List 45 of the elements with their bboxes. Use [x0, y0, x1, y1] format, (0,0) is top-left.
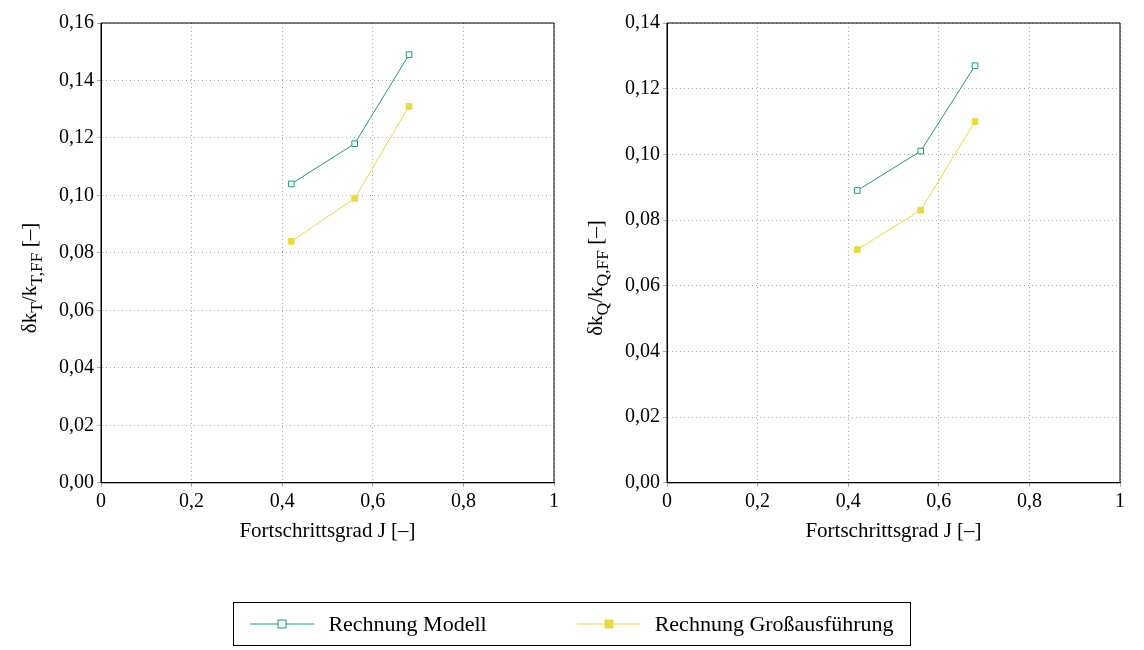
y-tick-label: 0,02 [625, 404, 660, 427]
y-tick-label: 0,02 [59, 412, 94, 435]
y-tick-label: 0,16 [59, 10, 94, 33]
x-axis-title: Fortschrittsgrad J [–] [805, 517, 982, 542]
x-tick-label: 0,6 [360, 489, 386, 512]
x-tick-label: 0,8 [450, 489, 476, 512]
point [917, 206, 925, 214]
y-tick-label: 0,14 [59, 67, 94, 90]
x-tick-label: 0 [662, 489, 672, 512]
point [351, 194, 359, 202]
x-tick-label: 0,2 [745, 489, 771, 512]
y-tick-label: 0,12 [625, 75, 660, 98]
legend-label: Rechnung Modell [328, 611, 487, 637]
point [971, 62, 979, 70]
point [287, 180, 295, 188]
y-tick-label: 0,06 [625, 272, 660, 295]
y-tick-label: 0,08 [59, 240, 94, 263]
x-tick-label: 0,6 [926, 489, 952, 512]
point [405, 51, 413, 58]
point [351, 140, 359, 148]
x-tick-label: 0 [96, 489, 106, 512]
y-tick-label: 0,14 [625, 10, 660, 33]
point [287, 238, 295, 245]
y-tick-label: 0,10 [625, 141, 660, 164]
point [853, 187, 861, 194]
x-tick-label: 1 [1115, 489, 1125, 512]
y-tick-label: 0,00 [59, 470, 94, 493]
y-tick-label: 0,06 [59, 297, 94, 320]
x-tick-label: 0,4 [835, 489, 861, 512]
x-axis-title: Fortschrittsgrad J [–] [239, 517, 416, 542]
point [853, 246, 861, 253]
x-tick-label: 0,4 [269, 489, 295, 512]
y-tick-label: 0,08 [625, 207, 660, 230]
y-tick-label: 0,04 [625, 338, 660, 361]
point [971, 118, 979, 125]
point [917, 147, 925, 155]
y-tick-label: 0,12 [59, 125, 94, 148]
point [405, 103, 413, 110]
x-tick-label: 0,8 [1016, 489, 1042, 512]
y-tick-label: 0,00 [625, 470, 660, 493]
legend-label: Rechnung Großausführung [654, 611, 894, 637]
x-tick-label: 0,2 [179, 489, 205, 512]
y-tick-label: 0,04 [59, 355, 94, 378]
y-tick-label: 0,10 [59, 182, 94, 205]
x-tick-label: 1 [549, 489, 559, 512]
